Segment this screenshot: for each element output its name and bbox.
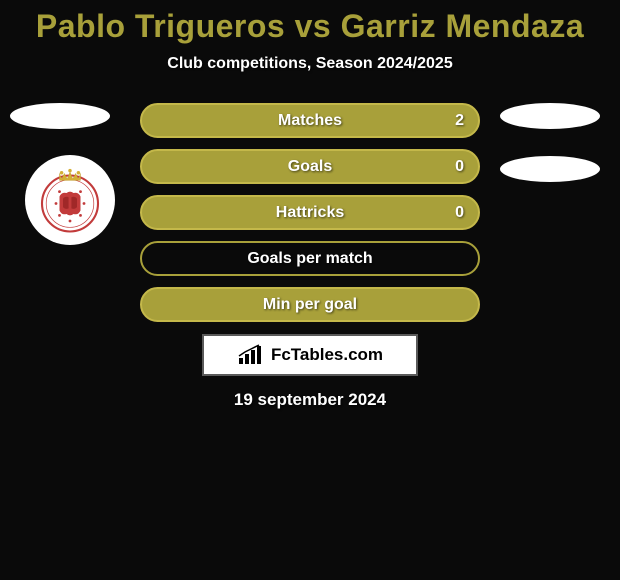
stat-bar: Hattricks 0 [140,195,480,230]
stat-value: 0 [455,204,464,222]
stat-value: 0 [455,158,464,176]
stat-row: Goals per match [0,241,620,276]
bar-chart-icon [237,344,265,366]
stat-row: Goals 0 [0,149,620,184]
stat-bar: Matches 2 [140,103,480,138]
footer-brand: FcTables.com [237,344,383,366]
stat-bar: Goals 0 [140,149,480,184]
subtitle: Club competitions, Season 2024/2025 [0,55,620,73]
stat-row: Hattricks 0 [0,195,620,230]
stat-bar: Goals per match [140,241,480,276]
stat-label: Matches [278,112,342,130]
title-text: Pablo Trigueros vs Garriz Mendaza [36,8,584,44]
stat-label: Min per goal [263,296,357,314]
footer-brand-text: FcTables.com [271,345,383,365]
stats-container: Matches 2 Goals 0 Hattricks 0 Goals per match M… [0,103,620,322]
stat-value: 2 [455,112,464,130]
stat-row: Matches 2 [0,103,620,138]
page-title: Pablo Trigueros vs Garriz Mendaza [0,0,620,45]
stat-row: Min per goal [0,287,620,322]
footer-brand-box: FcTables.com [202,334,418,376]
footer-date: 19 september 2024 [0,390,620,410]
stat-bar: Min per goal [140,287,480,322]
stat-label: Goals [288,158,332,176]
stat-label: Hattricks [276,204,344,222]
stat-label: Goals per match [247,250,372,268]
